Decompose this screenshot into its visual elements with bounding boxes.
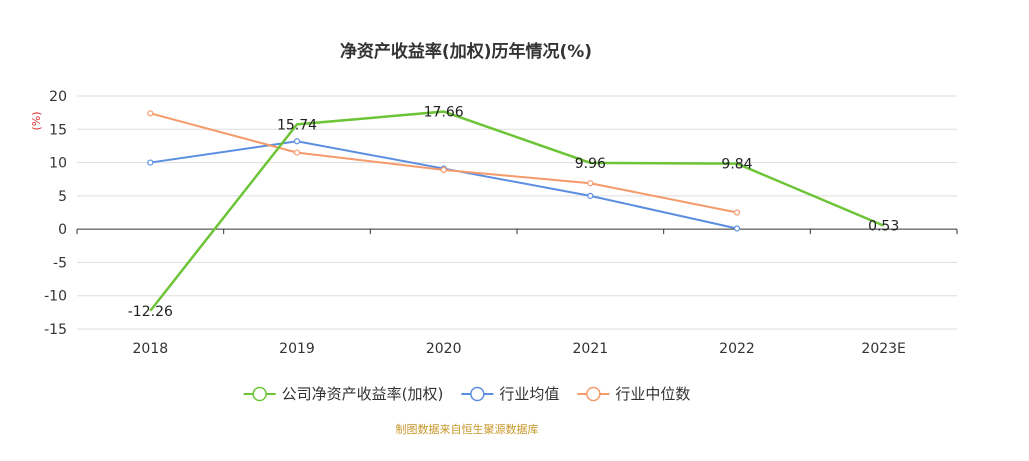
y-tick-label: -5: [53, 255, 67, 271]
data-label: -12.26: [128, 304, 173, 320]
legend-swatch-icon: [252, 386, 267, 402]
x-tick-labels: 2018 2019 2020 2021 2022 2023E: [133, 341, 906, 357]
x-tick-label: 2018: [133, 341, 169, 357]
data-point: [147, 110, 154, 117]
data-label: 9.96: [575, 156, 606, 172]
legend-label: 公司净资产收益率(加权): [282, 385, 444, 403]
legend-label: 行业中位数: [615, 385, 690, 403]
data-label: 9.84: [721, 157, 752, 173]
chart-title: 净资产收益率(加权)历年情况(%): [340, 41, 592, 62]
data-point: [733, 209, 741, 216]
y-tick-label: 5: [58, 189, 67, 205]
data-point: [147, 159, 154, 166]
source-note: 制图数据来自恒生聚源数据库: [396, 422, 539, 436]
y-tick-label: -10: [44, 289, 67, 305]
x-tick-label: 2019: [279, 341, 315, 357]
data-point: [440, 166, 447, 173]
series-lines: [147, 110, 885, 312]
y-tick-labels: 20 15 10 5 0 -5 -10 -15: [44, 89, 67, 338]
y-tick-label: 20: [49, 89, 67, 105]
grid-lines: [77, 95, 957, 330]
data-point: [587, 192, 594, 199]
legend-label: 行业均值: [499, 385, 559, 403]
x-tick-label: 2020: [426, 341, 462, 357]
y-axis-label: (%): [30, 111, 43, 130]
x-tick-label: 2021: [573, 341, 609, 357]
y-tick-label: 15: [49, 122, 67, 138]
legend[interactable]: 公司净资产收益率(加权) 行业均值 行业中位数: [243, 385, 691, 403]
series-line: [150, 140, 738, 230]
series-line: [149, 110, 885, 312]
y-tick-label: 10: [49, 156, 67, 172]
data-labels: -12.26 15.74 17.66 9.96 9.84 0.53: [128, 105, 899, 320]
legend-swatch-icon: [470, 386, 485, 402]
x-tick-label: 2022: [719, 341, 755, 357]
data-label: 17.66: [424, 105, 464, 121]
data-point: [587, 180, 594, 187]
x-tick-label: 2023E: [861, 341, 905, 357]
data-point: [293, 138, 301, 145]
y-tick-label: 0: [58, 222, 67, 238]
data-point: [733, 225, 741, 232]
data-label: 15.74: [277, 117, 317, 133]
axes: [76, 228, 958, 235]
data-label: 0.53: [868, 219, 899, 235]
data-point: [293, 149, 301, 156]
y-tick-label: -15: [44, 322, 67, 338]
legend-swatch-icon: [586, 386, 601, 402]
